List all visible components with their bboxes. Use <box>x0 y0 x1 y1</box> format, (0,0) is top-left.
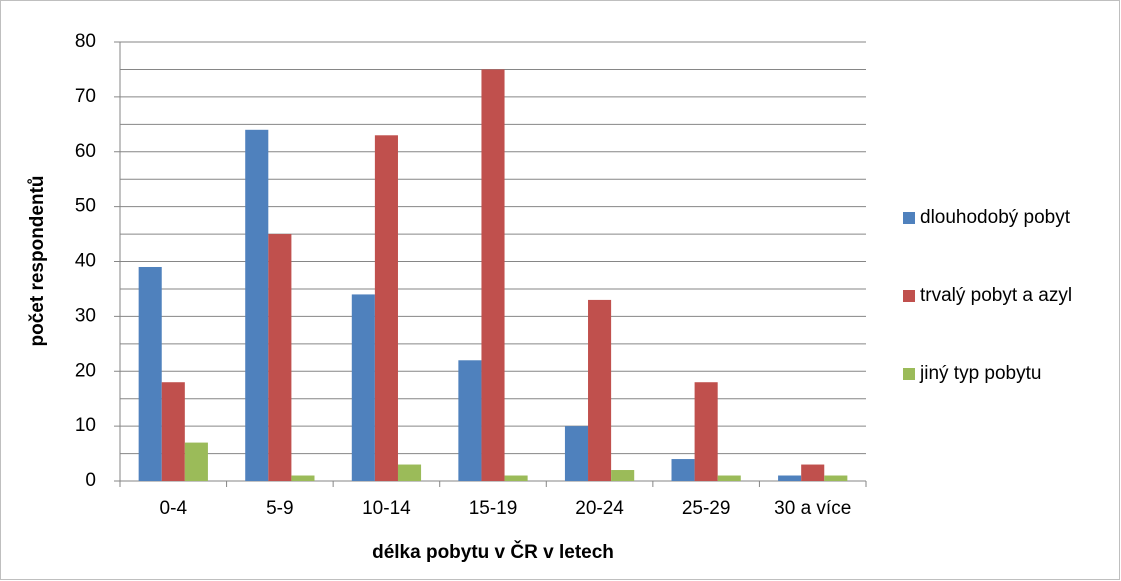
bar <box>801 464 825 481</box>
y-tick-label: 40 <box>75 251 96 272</box>
y-tick-label: 20 <box>75 360 96 381</box>
x-tick-label: 0-4 <box>160 498 188 519</box>
x-axis-title: délka pobytu v ČR v letech <box>372 541 614 563</box>
y-tick-label: 0 <box>85 470 96 491</box>
bar <box>351 294 375 481</box>
bar <box>374 135 398 481</box>
bar <box>291 475 315 481</box>
bar <box>481 69 505 481</box>
y-tick-label: 50 <box>75 196 96 217</box>
x-tick-label: 15-19 <box>469 498 518 519</box>
bar <box>717 475 741 481</box>
y-tick-label: 60 <box>75 141 96 162</box>
x-tick-label: 25-29 <box>682 498 731 519</box>
y-tick-label: 30 <box>75 305 96 326</box>
bar <box>245 129 269 482</box>
bar <box>504 475 528 481</box>
y-axis-title: počet respondentů <box>27 175 48 346</box>
bar <box>611 470 635 481</box>
bar <box>694 382 718 481</box>
y-tick-label: 80 <box>75 31 96 52</box>
bar <box>458 360 482 481</box>
bar <box>161 382 185 481</box>
legend-label: trvalý pobyt a azyl <box>920 285 1072 306</box>
legend-swatch <box>903 212 915 224</box>
bar <box>184 442 208 481</box>
x-tick-label: 20-24 <box>575 498 624 519</box>
bar <box>778 475 802 481</box>
x-tick-label: 30 a více <box>774 498 851 519</box>
legend-label: dlouhodobý pobyt <box>920 207 1071 228</box>
bar <box>564 426 589 481</box>
legend-swatch <box>903 290 915 302</box>
bar <box>824 475 848 481</box>
legend-label: jiný typ pobytu <box>919 363 1041 384</box>
x-tick-label: 10-14 <box>362 498 411 519</box>
legend-swatch <box>903 368 915 380</box>
bar <box>138 266 162 481</box>
bar <box>397 464 422 481</box>
bar <box>588 299 612 481</box>
bar <box>268 234 292 481</box>
y-tick-label: 10 <box>75 415 96 436</box>
x-tick-label: 5-9 <box>266 498 293 519</box>
bar <box>671 459 695 481</box>
y-tick-label: 70 <box>75 86 96 107</box>
